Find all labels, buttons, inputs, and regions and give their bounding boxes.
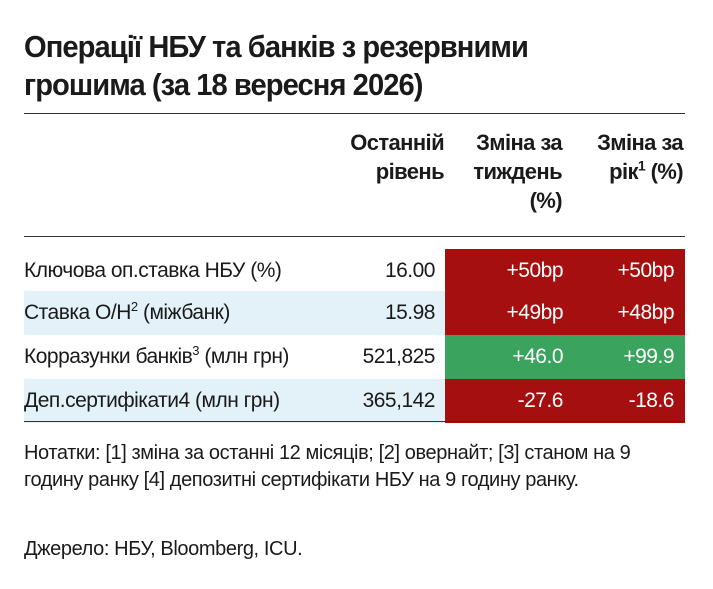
row-label: Корразунки банків3 (млн грн) bbox=[24, 335, 289, 379]
yearly-change-cell: +50bp bbox=[574, 249, 685, 293]
last-level-value: 15.98 bbox=[324, 291, 435, 335]
row-label-suffix: (міжбанк) bbox=[138, 301, 230, 324]
row-label: Ставка O/H2 (міжбанк) bbox=[24, 291, 230, 335]
last-level-value: 365,142 bbox=[324, 379, 435, 423]
header-weekly-change: Зміна за тиждень (%) bbox=[446, 128, 562, 215]
weekly-change-cell: +50bp bbox=[445, 249, 574, 293]
row-label-suffix: (млн грн) bbox=[199, 345, 289, 368]
header-last-level-line1: Останній bbox=[330, 128, 444, 157]
source-note: Джерело: НБУ, Bloomberg, ICU. bbox=[24, 538, 302, 561]
yearly-change-cell: +99.9 bbox=[574, 335, 685, 379]
table-row: Ключова оп.ставка НБУ (%) 16.00 +50bp +5… bbox=[24, 249, 685, 293]
header-yearly-change-year-word: рік bbox=[609, 159, 638, 184]
last-level-value: 521,825 bbox=[324, 335, 435, 379]
header-last-level: Останній рівень bbox=[330, 128, 444, 186]
table-row: Ставка O/H2 (міжбанк) 15.98 +49bp +48bp bbox=[24, 291, 685, 335]
weekly-change-cell: -27.6 bbox=[445, 379, 574, 423]
header-last-level-line2: рівень bbox=[330, 157, 444, 186]
last-level-value: 16.00 bbox=[324, 249, 435, 293]
footnote-mark: 1 bbox=[638, 158, 645, 174]
table-row: Корразунки банків3 (млн грн) 521,825 +46… bbox=[24, 335, 685, 379]
header-yearly-change-line2: рік1 (%) bbox=[566, 157, 683, 186]
row-label-text: Деп.сертифікати4 (млн грн) bbox=[24, 389, 280, 412]
header-weekly-change-line1: Зміна за bbox=[446, 128, 562, 157]
header-yearly-change-line1: Зміна за bbox=[566, 128, 683, 157]
footnote-mark: 2 bbox=[131, 299, 138, 314]
weekly-change-cell: +49bp bbox=[445, 291, 574, 335]
page-title: Операції НБУ та банків з резервними грош… bbox=[24, 28, 648, 104]
header-yearly-change-unit: (%) bbox=[645, 159, 683, 184]
row-label-text: Ставка O/H bbox=[24, 301, 131, 324]
table-bottom-divider bbox=[24, 421, 685, 422]
row-label-text: Ключова оп.ставка НБУ (%) bbox=[24, 259, 281, 282]
row-label: Деп.сертифікати4 (млн грн) bbox=[24, 379, 280, 423]
yearly-change-cell: +48bp bbox=[574, 291, 685, 335]
header-yearly-change: Зміна за рік1 (%) bbox=[566, 128, 683, 186]
header-weekly-change-line3: (%) bbox=[446, 186, 562, 215]
header-weekly-change-line2: тиждень bbox=[446, 157, 562, 186]
row-label: Ключова оп.ставка НБУ (%) bbox=[24, 249, 281, 293]
yearly-change-cell: -18.6 bbox=[574, 379, 685, 423]
header-divider bbox=[24, 236, 685, 237]
footnotes: Нотатки: [1] зміна за останні 12 місяців… bbox=[24, 440, 688, 494]
top-divider bbox=[24, 113, 685, 114]
weekly-change-cell: +46.0 bbox=[445, 335, 574, 379]
row-label-text: Корразунки банків bbox=[24, 345, 192, 368]
table-row: Деп.сертифікати4 (млн грн) 365,142 -27.6… bbox=[24, 379, 685, 423]
